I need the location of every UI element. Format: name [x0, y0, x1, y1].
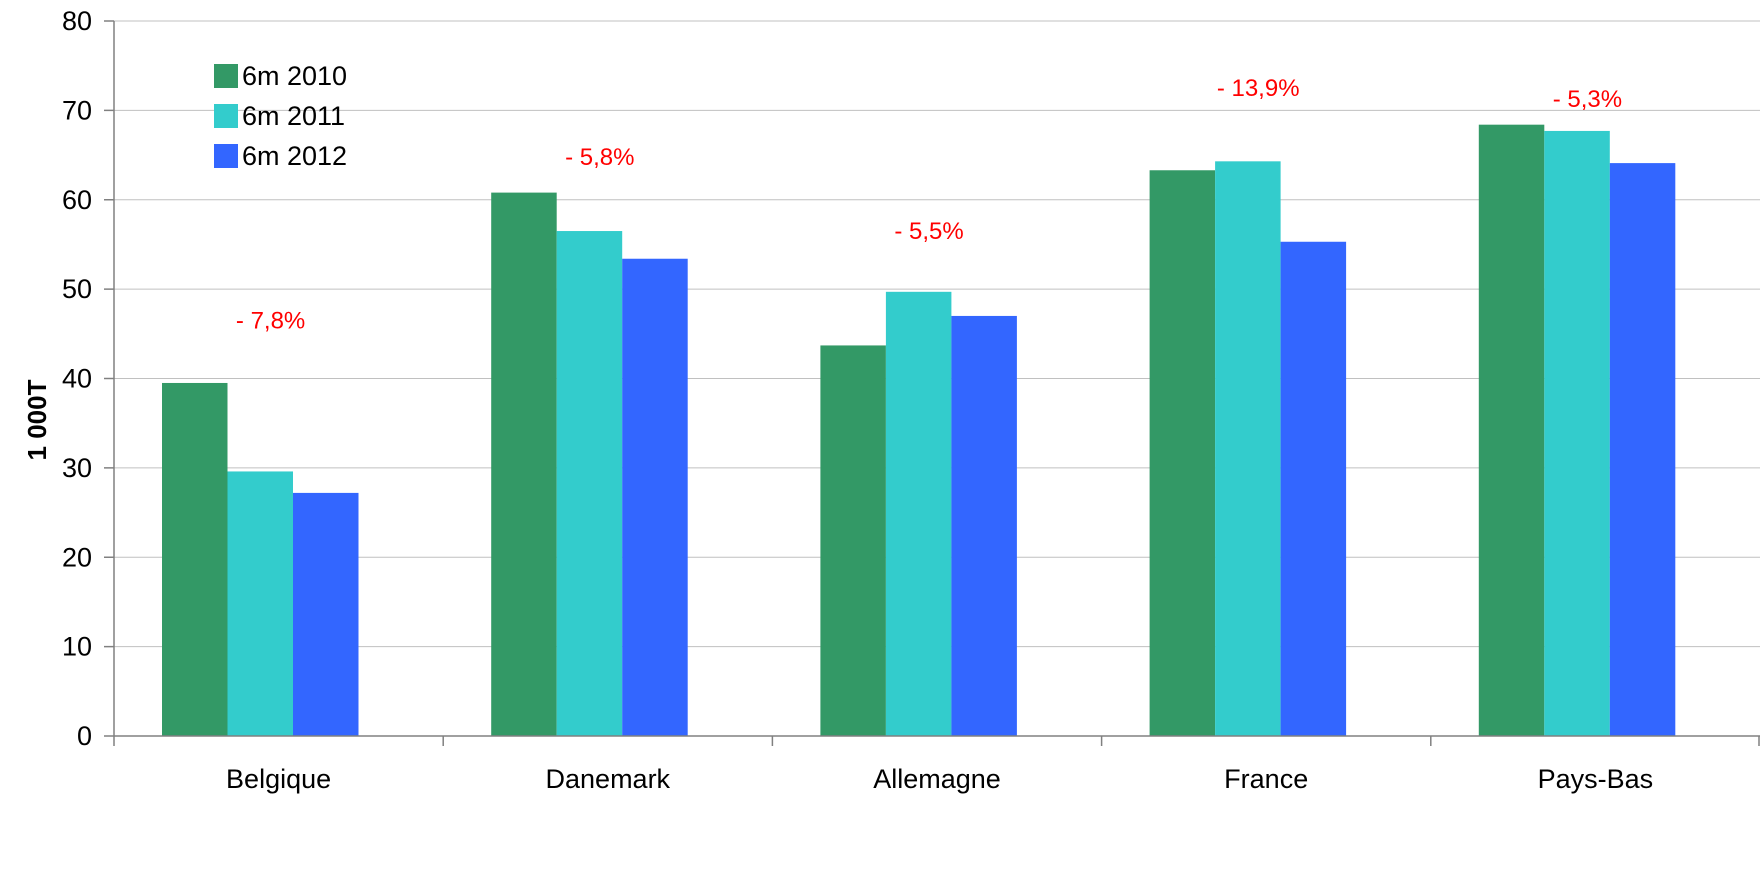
y-tick-label: 40: [62, 364, 92, 394]
x-tick-label: Pays-Bas: [1538, 764, 1654, 794]
annotation-label: - 5,5%: [894, 218, 963, 245]
bar: [1609, 163, 1676, 736]
y-tick-label: 10: [62, 632, 92, 662]
bar: [293, 492, 359, 736]
legend-label: 6m 2012: [242, 141, 347, 171]
legend-label: 6m 2010: [242, 61, 347, 91]
annotation-label: - 13,9%: [1217, 75, 1300, 102]
bar: [491, 192, 557, 737]
y-tick-label: 70: [62, 95, 92, 125]
x-tick-label: Allemagne: [873, 764, 1001, 794]
legend-swatch: [214, 104, 238, 128]
y-tick-label: 30: [62, 453, 92, 483]
y-tick-label: 50: [62, 274, 92, 304]
legend-label: 6m 2011: [242, 101, 345, 131]
bar: [1215, 161, 1281, 737]
x-tick-label: France: [1224, 764, 1308, 794]
bar: [1478, 124, 1545, 737]
axes: [104, 20, 1760, 746]
bar: [622, 258, 688, 736]
y-tick-label: 80: [62, 6, 92, 36]
bar: [820, 345, 886, 736]
y-tick-label: 20: [62, 542, 92, 572]
y-tick-label: 0: [77, 721, 92, 751]
annotation-label: - 5,3%: [1553, 86, 1622, 113]
legend-swatch: [214, 144, 238, 168]
bars: [162, 124, 1676, 737]
legend-swatch: [214, 64, 238, 88]
legend: 6m 2010 6m 2011 6m 2012: [214, 61, 347, 171]
bar: [1149, 170, 1216, 737]
y-axis-title: 1 000T: [22, 379, 52, 460]
x-tick-label: Belgique: [226, 764, 331, 794]
labels: 0 10 20 30 40 50 60 70 80 Belgique Danemark Allemag…: [62, 6, 1653, 794]
bar: [951, 315, 1017, 736]
annotation-label: - 7,8%: [236, 307, 305, 334]
bar: [1280, 241, 1347, 736]
bar: [556, 231, 623, 736]
bar: [1544, 130, 1610, 736]
bar: [885, 291, 952, 736]
annotation-label: - 5,8%: [565, 144, 634, 171]
x-tick-label: Danemark: [546, 764, 671, 794]
bar: [227, 471, 293, 736]
bar: [162, 382, 228, 736]
y-tick-label: 60: [62, 185, 92, 215]
